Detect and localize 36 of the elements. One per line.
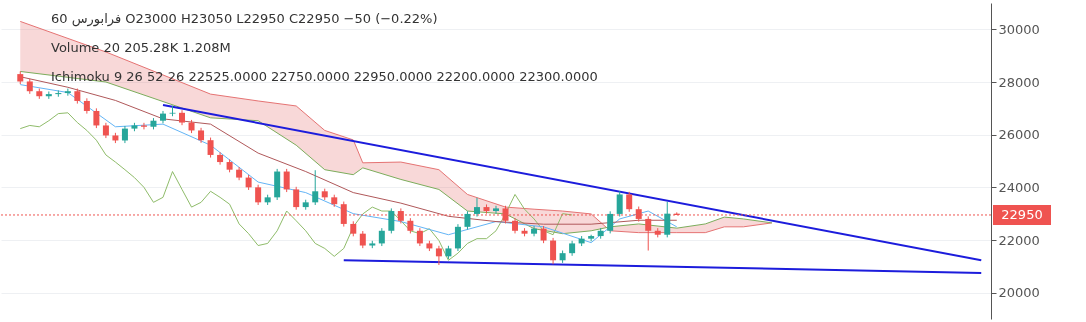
candlestick bbox=[388, 207, 395, 234]
candlestick bbox=[464, 210, 471, 230]
candlestick bbox=[626, 191, 633, 213]
candlestick bbox=[312, 169, 319, 206]
chart-title: فرابورس 60 O23000 H23050 L22950 C22950 −50 (−0.22%) bbox=[51, 11, 438, 26]
line-series bbox=[19, 84, 678, 244]
candlestick bbox=[645, 215, 652, 252]
candlestick bbox=[207, 137, 214, 159]
y-tick-label: 28000 bbox=[998, 74, 1040, 90]
line-series bbox=[19, 112, 573, 261]
candlestick bbox=[473, 197, 480, 218]
candlestick bbox=[283, 168, 290, 193]
y-tick-label: 22000 bbox=[998, 232, 1040, 248]
candlestick bbox=[435, 245, 442, 266]
candlestick bbox=[664, 201, 671, 238]
candlestick bbox=[55, 89, 62, 98]
annotation: Volume 20 205.28K 1.208M bbox=[51, 40, 231, 55]
annotation: Ichimoku 9 26 52 26 22525.0000 22750.0000 22950.0000 22200.0000 22300.0000 bbox=[51, 69, 598, 84]
candlestick bbox=[616, 190, 623, 218]
candlestick bbox=[531, 225, 538, 237]
candlestick bbox=[454, 223, 461, 252]
y-tick-label: 30000 bbox=[998, 21, 1040, 37]
candlestick bbox=[140, 122, 147, 130]
candlestick bbox=[255, 184, 262, 206]
y-tick-label: 24000 bbox=[998, 179, 1040, 195]
candlestick bbox=[293, 186, 300, 211]
line-series bbox=[19, 70, 773, 235]
ref-line-label: 22950 bbox=[1001, 206, 1043, 222]
candlestick bbox=[607, 210, 614, 234]
candlestick bbox=[493, 205, 499, 215]
y-tick-label: 20000 bbox=[998, 285, 1040, 301]
candlestick bbox=[217, 151, 224, 166]
candlestick bbox=[550, 237, 557, 265]
candlestick bbox=[93, 107, 100, 129]
y-tick-label: 26000 bbox=[998, 127, 1040, 143]
candlestick bbox=[340, 201, 347, 228]
